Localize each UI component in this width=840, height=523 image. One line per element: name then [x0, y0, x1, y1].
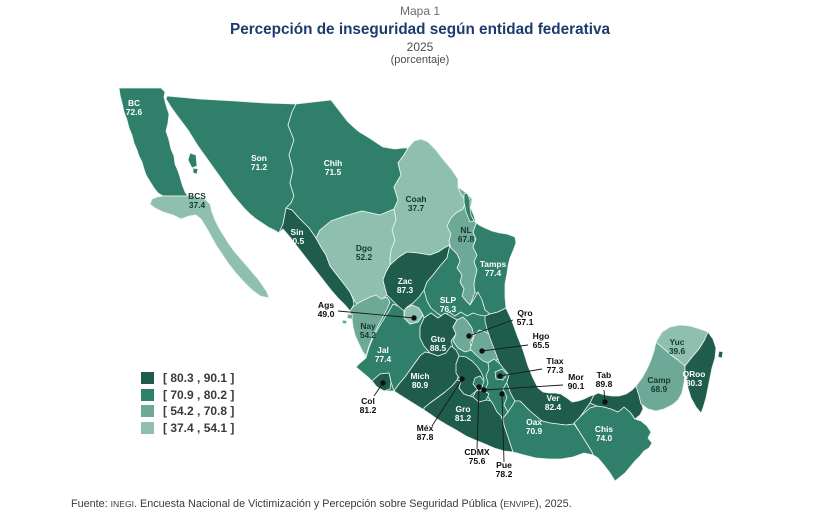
svg-text:[ 80.3 , 90.1 ]: [ 80.3 , 90.1 ] — [163, 371, 234, 385]
svg-text:[ 54.2 , 70.8 ]: [ 54.2 , 70.8 ] — [163, 404, 234, 418]
svg-text:[ 70.9 , 80.2 ]: [ 70.9 , 80.2 ] — [163, 388, 234, 402]
svg-text:[ 37.4 , 54.1 ]: [ 37.4 , 54.1 ] — [163, 421, 234, 435]
